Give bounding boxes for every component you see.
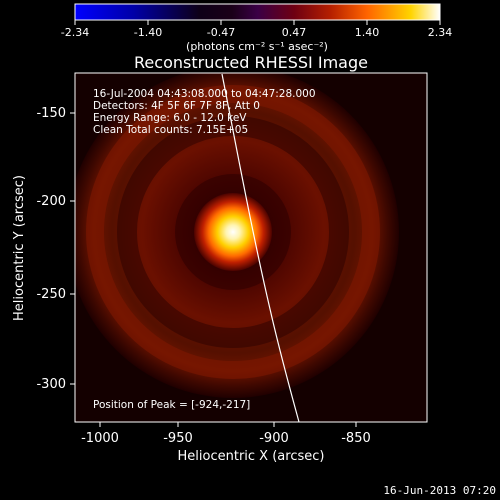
colorbar: -2.34 -1.40 -0.47 0.47 1.40 2.34 (photon…	[61, 3, 453, 53]
image-annotations: 16-Jul-2004 04:43:08.000 to 04:47:28.000…	[93, 88, 316, 411]
footer-date: 16-Jun-2013 07:20	[383, 484, 496, 497]
inner-ring-gap	[117, 116, 349, 348]
time-range-text: 16-Jul-2004 04:43:08.000 to 04:47:28.000	[93, 88, 316, 100]
y-tick-label-3: -300	[36, 377, 66, 392]
colorbar-tick-label-0: -2.34	[61, 26, 89, 39]
y-axis-label: Heliocentric Y (arcsec)	[12, 175, 27, 321]
colorbar-tick-label-5: 2.34	[428, 26, 453, 39]
y-tick-label-0: -150	[36, 106, 66, 121]
colorbar-tick-label-3: 0.47	[282, 26, 307, 39]
solar-limb-line	[221, 73, 300, 422]
x-tick-label-3: -850	[341, 431, 371, 446]
y-tick-label-1: -200	[36, 194, 66, 209]
colorbar-gradient	[74, 3, 441, 21]
image-panel	[74, 72, 428, 423]
flare-source	[194, 193, 272, 271]
energy-range-text: Energy Range: 6.0 - 12.0 keV	[93, 112, 247, 124]
plot-title: Reconstructed RHESSI Image	[134, 53, 368, 72]
colorbar-units-label: (photons cm⁻² s⁻¹ asec⁻²)	[186, 40, 328, 53]
clean-counts-text: Clean Total counts: 7.15E+05	[93, 124, 248, 136]
colorbar-tick-label-2: -0.47	[207, 26, 235, 39]
colorbar-tick-label-1: -1.40	[134, 26, 162, 39]
outer-ring-band	[86, 85, 380, 379]
x-axis-label: Heliocentric X (arcsec)	[178, 449, 325, 464]
x-tick-label-2: -900	[259, 431, 289, 446]
colorbar-tick-label-4: 1.40	[355, 26, 380, 39]
peak-position-text: Position of Peak = [-924,-217]	[93, 399, 250, 411]
x-axis: -1000 -950 -900 -850 Heliocentric X (arc…	[81, 422, 371, 464]
y-axis: -150 -200 -250 -300 Heliocentric Y (arcs…	[12, 106, 75, 392]
x-tick-label-1: -950	[163, 431, 193, 446]
y-tick-label-2: -250	[36, 287, 66, 302]
plot-frame	[74, 72, 428, 423]
x-tick-label-0: -1000	[81, 431, 119, 446]
detectors-text: Detectors: 4F 5F 6F 7F 8F, Att 0	[93, 100, 260, 112]
